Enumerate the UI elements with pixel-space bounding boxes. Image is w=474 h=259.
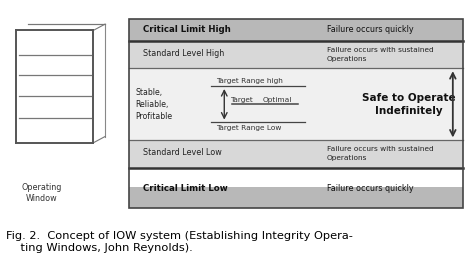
Text: Safe to Operate
Indefinitely: Safe to Operate Indefinitely <box>362 93 456 116</box>
Text: Standard Level Low: Standard Level Low <box>143 148 221 157</box>
Bar <box>128 187 463 208</box>
Text: Critical Limit High: Critical Limit High <box>143 25 230 34</box>
Text: Operations: Operations <box>327 56 367 62</box>
Bar <box>128 140 463 168</box>
Text: Operating
Window: Operating Window <box>21 183 62 203</box>
Text: Target: Target <box>230 97 253 103</box>
Text: Failure occurs quickly: Failure occurs quickly <box>327 184 413 193</box>
Text: Target Range high: Target Range high <box>216 78 283 84</box>
Bar <box>128 19 463 208</box>
Text: Operations: Operations <box>327 155 367 161</box>
Text: Failure occurs with sustained: Failure occurs with sustained <box>327 47 433 53</box>
Text: Target Range Low: Target Range Low <box>216 125 281 131</box>
Text: Optimal: Optimal <box>263 97 292 103</box>
Text: Critical Limit Low: Critical Limit Low <box>143 184 228 193</box>
Text: Failure occurs quickly: Failure occurs quickly <box>327 25 413 34</box>
Text: Standard Level High: Standard Level High <box>143 49 224 58</box>
Text: Stable,
Reliable,
Profitable: Stable, Reliable, Profitable <box>136 88 173 121</box>
Text: Fig. 2.  Concept of IOW system (Establishing Integrity Opera-
    ting Windows, : Fig. 2. Concept of IOW system (Establish… <box>6 231 353 253</box>
Bar <box>128 19 463 41</box>
Bar <box>128 68 463 140</box>
Text: Failure occurs with sustained: Failure occurs with sustained <box>327 147 433 153</box>
Bar <box>128 41 463 68</box>
